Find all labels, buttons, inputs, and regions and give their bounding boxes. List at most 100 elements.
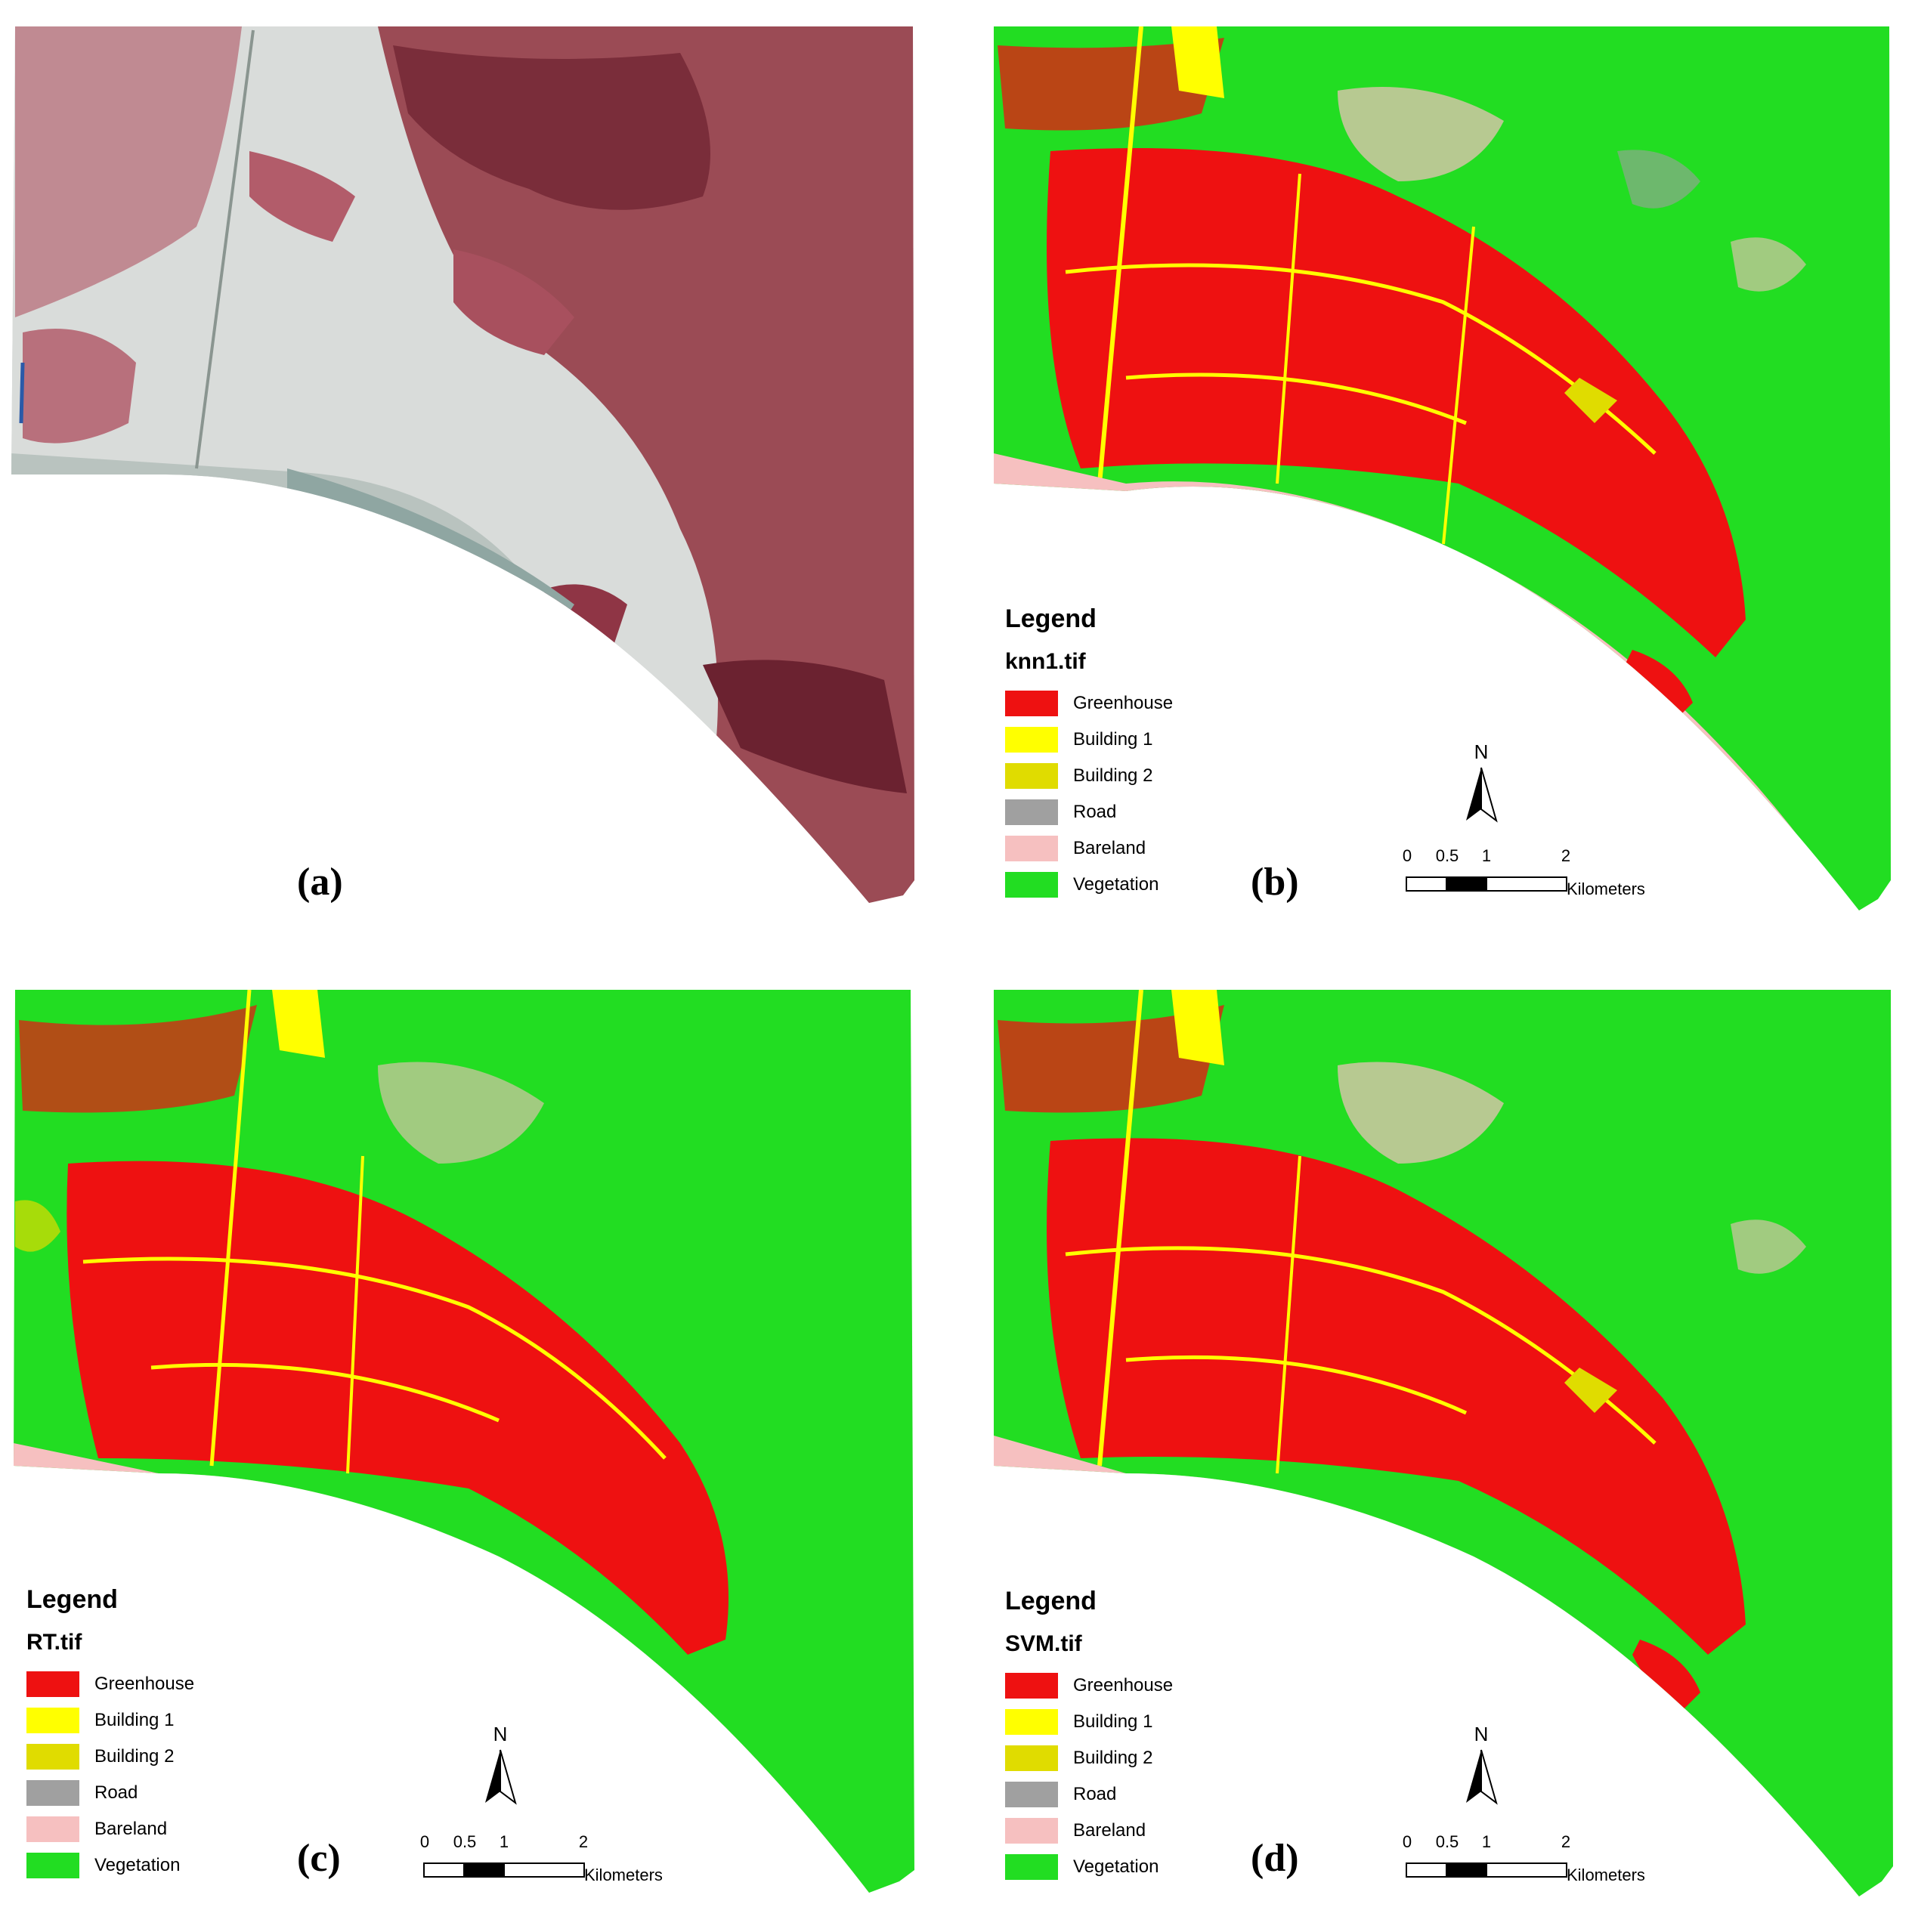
legend-label: Road xyxy=(94,1782,138,1803)
scale-segment xyxy=(1486,1862,1567,1878)
legend-label: Building 2 xyxy=(1073,1748,1153,1768)
legend-items: Greenhouse Building 1 Building 2 Road Ba… xyxy=(1005,685,1173,903)
legend: Legend RT.tif Greenhouse Building 1 Buil… xyxy=(26,1585,194,1884)
north-arrow: N xyxy=(478,1723,523,1810)
swatch-building-2 xyxy=(1005,763,1058,789)
scale-segment xyxy=(1486,876,1567,892)
scale-segment xyxy=(463,1862,505,1878)
panel-label: (b) xyxy=(1251,861,1299,904)
scale-tick: 0.5 xyxy=(1435,846,1459,865)
swatch-building-1 xyxy=(1005,727,1058,753)
scale-tick: 1 xyxy=(1481,846,1492,865)
swatch-building-2 xyxy=(1005,1745,1058,1771)
legend-item-bareland: Bareland xyxy=(1005,1813,1173,1849)
satellite-image xyxy=(11,26,914,903)
legend-label: Greenhouse xyxy=(1073,693,1174,713)
scale-segment xyxy=(1446,876,1487,892)
scale-segment xyxy=(1406,876,1447,892)
north-arrow-icon xyxy=(1466,1749,1498,1805)
legend-item-vegetation: Vegetation xyxy=(26,1847,194,1884)
scale-bar: 0 0.5 1 2 Kilometers xyxy=(1403,846,1708,907)
scale-tick: 2 xyxy=(1561,846,1571,865)
classification-map xyxy=(14,990,914,1893)
scale-tick: 2 xyxy=(578,1832,589,1851)
scale-tick: 0.5 xyxy=(1435,1832,1459,1851)
north-arrow-icon xyxy=(485,1749,517,1805)
legend-item-building-2: Building 2 xyxy=(26,1739,194,1775)
north-label: N xyxy=(1474,740,1489,763)
legend-label: Building 2 xyxy=(1073,765,1153,786)
swatch-road xyxy=(26,1780,79,1806)
legend-item-building-2: Building 2 xyxy=(1005,758,1173,794)
panel-label: (c) xyxy=(297,1837,341,1880)
legend-item-greenhouse: Greenhouse xyxy=(1005,1668,1173,1704)
legend-item-greenhouse: Greenhouse xyxy=(26,1666,194,1702)
legend-layer-name: RT.tif xyxy=(26,1630,82,1655)
panel-b: Legend knn1.tif Greenhouse Building 1 Bu… xyxy=(975,0,1918,937)
scale-units: Kilometers xyxy=(1567,1866,1645,1884)
legend: Legend knn1.tif Greenhouse Building 1 Bu… xyxy=(1005,604,1173,903)
legend-label: Building 1 xyxy=(1073,1711,1153,1732)
legend-label: Building 2 xyxy=(94,1746,175,1767)
scale-tick: 1 xyxy=(1481,1832,1492,1851)
legend: Legend SVM.tif Greenhouse Building 1 Bui… xyxy=(1005,1587,1173,1885)
swatch-greenhouse xyxy=(1005,691,1058,716)
scale-tick: 1 xyxy=(499,1832,509,1851)
legend-items: Greenhouse Building 1 Building 2 Road Ba… xyxy=(26,1666,194,1884)
legend-item-building-1: Building 1 xyxy=(1005,722,1173,758)
north-label: N xyxy=(493,1723,508,1745)
scale-bar: 0 0.5 1 2 Kilometers xyxy=(419,1832,725,1893)
swatch-road xyxy=(1005,1782,1058,1807)
panel-label: (d) xyxy=(1251,1837,1299,1880)
swatch-road xyxy=(1005,799,1058,825)
legend-label: Road xyxy=(1073,802,1117,822)
panel-d: Legend SVM.tif Greenhouse Building 1 Bui… xyxy=(975,975,1918,1932)
swatch-bareland xyxy=(26,1816,79,1842)
classification-map xyxy=(994,26,1891,910)
panel-label: (a) xyxy=(297,861,343,904)
legend-label: Greenhouse xyxy=(1073,1675,1174,1696)
scale-tick: 2 xyxy=(1561,1832,1571,1851)
scale-segment xyxy=(1446,1862,1487,1878)
classification-map xyxy=(994,990,1893,1896)
legend-item-bareland: Bareland xyxy=(26,1811,194,1847)
legend-item-building-1: Building 1 xyxy=(26,1702,194,1739)
scale-bar: 0 0.5 1 2 Kilometers xyxy=(1402,1832,1708,1893)
legend-label: Vegetation xyxy=(1073,874,1159,895)
scale-segment xyxy=(503,1862,585,1878)
legend-item-building-1: Building 1 xyxy=(1005,1704,1173,1740)
legend-item-building-2: Building 2 xyxy=(1005,1740,1173,1776)
legend-title: Legend xyxy=(26,1585,118,1614)
scale-segment xyxy=(423,1862,465,1878)
legend-layer-name: knn1.tif xyxy=(1005,649,1086,674)
legend-item-road: Road xyxy=(26,1775,194,1811)
legend-label: Greenhouse xyxy=(94,1674,195,1694)
legend-items: Greenhouse Building 1 Building 2 Road Ba… xyxy=(1005,1668,1173,1885)
legend-item-vegetation: Vegetation xyxy=(1005,867,1173,903)
swatch-vegetation xyxy=(1005,1854,1058,1880)
swatch-bareland xyxy=(1005,1818,1058,1844)
north-arrow-icon xyxy=(1466,767,1498,823)
legend-title: Legend xyxy=(1005,1587,1097,1615)
legend-label: Vegetation xyxy=(94,1855,181,1875)
legend-layer-name: SVM.tif xyxy=(1005,1631,1082,1656)
legend-item-bareland: Bareland xyxy=(1005,830,1173,867)
swatch-vegetation xyxy=(1005,872,1058,898)
swatch-building-1 xyxy=(26,1708,79,1733)
legend-label: Bareland xyxy=(94,1819,168,1839)
swatch-building-2 xyxy=(26,1744,79,1770)
legend-title: Legend xyxy=(1005,604,1097,633)
legend-label: Bareland xyxy=(1073,838,1146,858)
legend-item-road: Road xyxy=(1005,1776,1173,1813)
legend-label: Road xyxy=(1073,1784,1117,1804)
swatch-vegetation xyxy=(26,1853,79,1878)
scale-tick: 0 xyxy=(1402,1832,1412,1851)
legend-item-road: Road xyxy=(1005,794,1173,830)
swatch-bareland xyxy=(1005,836,1058,861)
scale-tick: 0.5 xyxy=(453,1832,477,1851)
panel-c: Legend RT.tif Greenhouse Building 1 Buil… xyxy=(0,975,952,1932)
north-arrow: N xyxy=(1459,740,1504,828)
swatch-building-1 xyxy=(1005,1709,1058,1735)
scale-tick: 0 xyxy=(419,1832,430,1851)
north-label: N xyxy=(1474,1723,1489,1745)
